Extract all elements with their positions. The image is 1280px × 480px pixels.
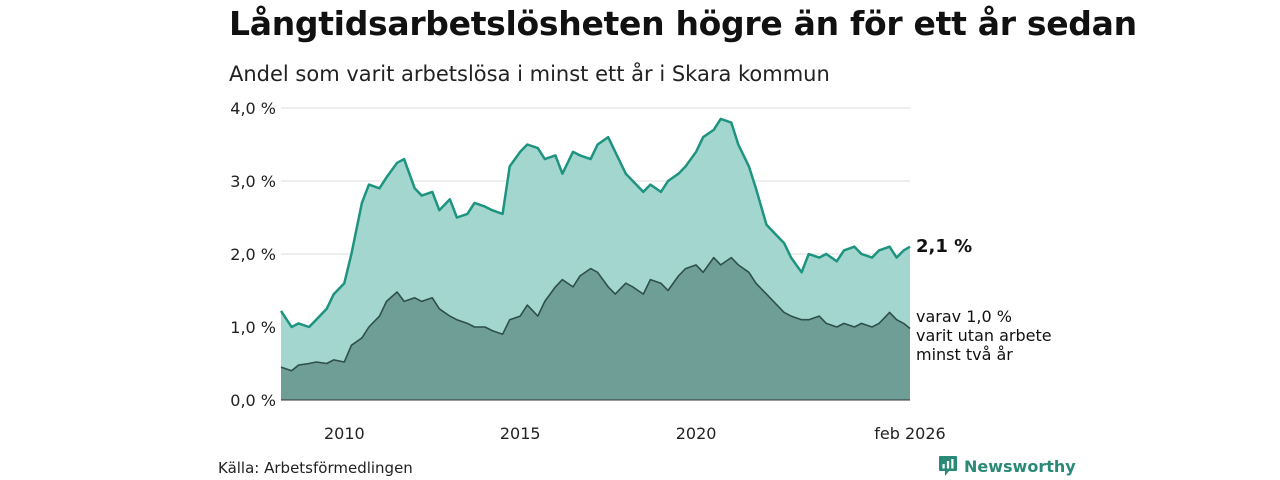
- chart-areas: [279, 117, 911, 401]
- y-tick-label: 3,0 %: [230, 172, 276, 191]
- chart-subtitle: Andel som varit arbetslösa i minst ett å…: [229, 62, 830, 86]
- end-label-total: 2,1 %: [916, 236, 972, 257]
- end-label-sub-line1: varav 1,0 %: [916, 307, 1012, 326]
- brand-logo[interactable]: Newsworthy: [938, 455, 1076, 477]
- x-axis: 2010 2015 2020 feb 2026: [324, 424, 946, 443]
- x-tick-label: 2015: [500, 424, 541, 443]
- newsworthy-logo-icon: [939, 456, 957, 476]
- source-note: Källa: Arbetsförmedlingen: [218, 459, 413, 477]
- chart-title: Långtidsarbetslösheten högre än för ett …: [229, 4, 1137, 43]
- area-sub: [281, 257, 910, 400]
- y-tick-label: 0,0 %: [230, 391, 276, 410]
- x-tick-label: 2010: [324, 424, 365, 443]
- line-total: [279, 117, 911, 329]
- brand-name: Newsworthy: [964, 456, 1076, 476]
- end-label-sub-line3: minst två år: [916, 345, 1013, 364]
- x-tick-label: feb 2026: [874, 424, 945, 443]
- y-tick-label: 1,0 %: [230, 318, 276, 337]
- y-tick-label: 4,0 %: [230, 99, 276, 118]
- line-sub: [280, 256, 911, 372]
- y-tick-label: 2,0 %: [230, 245, 276, 264]
- x-tick-label: 2020: [676, 424, 717, 443]
- end-label-sub-line2: varit utan arbete: [916, 326, 1052, 345]
- y-axis: 0,0 % 1,0 % 2,0 % 3,0 % 4,0 %: [230, 99, 276, 410]
